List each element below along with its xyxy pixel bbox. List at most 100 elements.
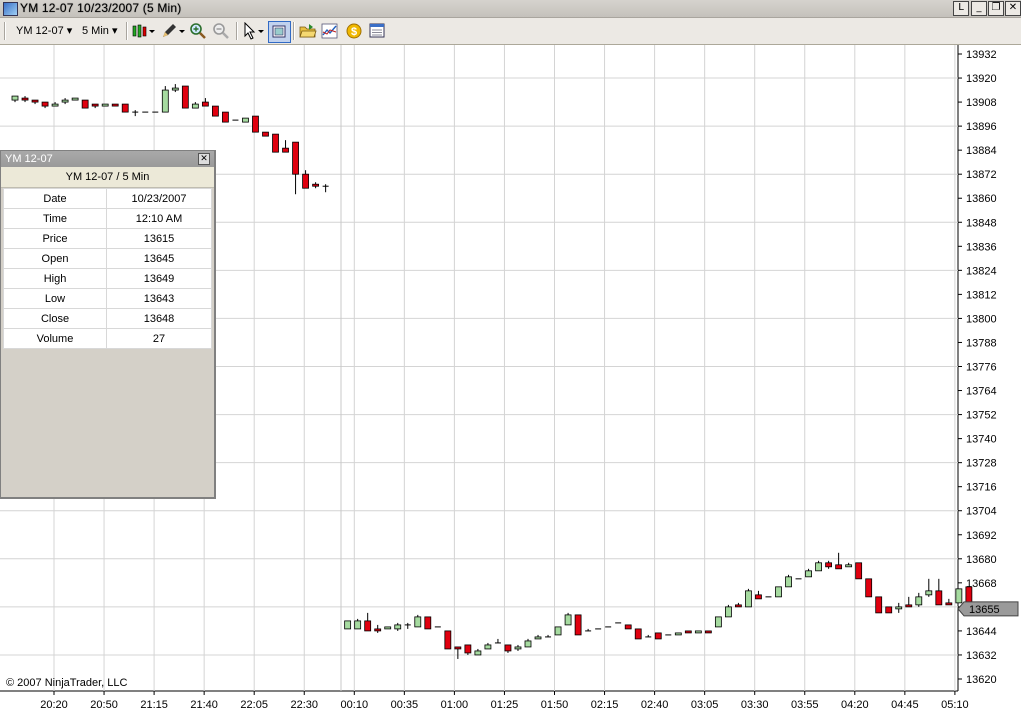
y-tick-label: 13932	[966, 49, 997, 61]
x-tick-label: 22:05	[240, 699, 268, 711]
data-box-window: YM 12-07 ✕ YM 12-07 / 5 Min Date 10/23/20…	[0, 150, 216, 499]
candle-body	[312, 183, 320, 187]
candle-body	[71, 97, 79, 101]
candlestick-icon[interactable]	[131, 22, 155, 40]
table-row: Low 13643	[3, 288, 212, 309]
dollar-icon[interactable]: $	[345, 22, 363, 40]
row-label: Price	[3, 228, 107, 249]
y-tick-label: 13896	[966, 121, 997, 133]
candle-body	[925, 590, 933, 596]
y-tick-label: 13716	[966, 482, 997, 494]
candle-body	[704, 630, 712, 634]
cursor-icon[interactable]	[242, 21, 264, 40]
chart-indicator-icon[interactable]	[321, 22, 339, 40]
data-box-close-button[interactable]: ✕	[198, 153, 210, 165]
y-tick-label: 13884	[966, 145, 997, 157]
candle-body	[191, 103, 199, 109]
y-tick-label: 13692	[966, 530, 997, 542]
candle-body	[41, 101, 49, 107]
candle-body	[875, 596, 883, 614]
candle-body	[252, 115, 259, 133]
table-row: Close 13648	[3, 308, 212, 329]
toolbar-separator	[236, 22, 238, 40]
candle-body	[201, 101, 209, 107]
candle-body	[885, 606, 893, 614]
row-value: 13615	[106, 228, 212, 249]
toolbar-separator	[126, 22, 128, 40]
candle-body	[755, 594, 762, 600]
candle-body	[51, 103, 59, 107]
y-tick-label: 13788	[966, 337, 997, 349]
y-tick-label: 13740	[966, 434, 997, 446]
x-tick-label: 20:20	[40, 699, 68, 711]
row-label: Open	[3, 248, 107, 269]
candle-body	[21, 97, 29, 101]
row-value: 13645	[106, 248, 212, 269]
chevron-down-icon: ▾	[111, 25, 118, 37]
row-label: Close	[3, 308, 107, 329]
candle-body	[735, 604, 742, 608]
row-label: Volume	[3, 328, 107, 349]
pencil-icon[interactable]	[160, 22, 185, 40]
candle-body	[855, 562, 863, 580]
x-tick-label: 04:45	[891, 699, 919, 711]
y-tick-label: 13860	[966, 193, 997, 205]
row-label: High	[3, 268, 107, 289]
x-tick-label: 20:50	[90, 699, 118, 711]
candle-body	[354, 620, 362, 630]
window-titlebar: YM 12-07 10/23/2007 (5 Min) L _ ❐ ✕	[0, 0, 1021, 18]
chart-toolbar: YM 12-07 ▾ 5 Min ▾ $	[0, 18, 1021, 45]
candle-body	[81, 99, 89, 109]
y-tick-label: 13824	[966, 265, 997, 277]
candle-body	[514, 646, 522, 650]
candle-body	[554, 626, 562, 636]
y-tick-label: 13776	[966, 361, 997, 373]
x-tick-label: 02:40	[641, 699, 669, 711]
zoom-in-icon[interactable]	[189, 22, 207, 40]
candle-body	[955, 588, 963, 604]
candle-body	[785, 576, 792, 588]
close-button[interactable]: ✕	[1005, 1, 1021, 16]
instrument-selector[interactable]: YM 12-07 ▾	[16, 22, 72, 40]
candle-body	[905, 604, 913, 608]
candle-body	[825, 562, 832, 568]
candle-body	[915, 596, 923, 606]
y-tick-label: 13836	[966, 241, 997, 253]
properties-icon[interactable]	[368, 22, 386, 40]
app-chart-icon	[3, 2, 18, 16]
row-value: 13648	[106, 308, 212, 329]
y-tick-label: 13872	[966, 169, 997, 181]
candle-body	[624, 624, 632, 630]
table-row: Time 12:10 AM	[3, 208, 212, 229]
candle-body	[775, 586, 782, 598]
table-row: Open 13645	[3, 248, 212, 269]
y-tick-label: 13728	[966, 458, 997, 470]
y-tick-label: 13848	[966, 217, 997, 229]
link-button[interactable]: L	[953, 1, 969, 16]
data-box-icon[interactable]	[268, 21, 291, 43]
minimize-button[interactable]: _	[971, 1, 987, 16]
table-row: Date 10/23/2007	[3, 188, 212, 209]
y-tick-label: 13644	[966, 626, 997, 638]
candle-body	[895, 606, 903, 610]
candle-body	[101, 103, 109, 107]
row-value: 13643	[106, 288, 212, 309]
open-folder-icon[interactable]	[299, 22, 317, 40]
zoom-out-icon[interactable]	[212, 22, 230, 40]
x-tick-label: 21:40	[190, 699, 218, 711]
candle-body	[805, 570, 812, 578]
candle-body	[384, 626, 392, 630]
interval-selector[interactable]: 5 Min ▾	[82, 22, 118, 40]
candle-body	[815, 562, 822, 572]
candle-body	[524, 640, 532, 648]
data-box-titlebar[interactable]: YM 12-07 ✕	[1, 151, 214, 167]
candle-body	[292, 141, 299, 175]
candle-body	[564, 614, 572, 626]
candle-body	[865, 578, 873, 598]
x-tick-label: 21:15	[140, 699, 168, 711]
restore-button[interactable]: ❐	[988, 1, 1004, 16]
x-tick-label: 00:10	[341, 699, 369, 711]
candle-body	[374, 628, 382, 632]
y-tick-label: 13800	[966, 313, 997, 325]
row-value: 10/23/2007	[106, 188, 212, 209]
